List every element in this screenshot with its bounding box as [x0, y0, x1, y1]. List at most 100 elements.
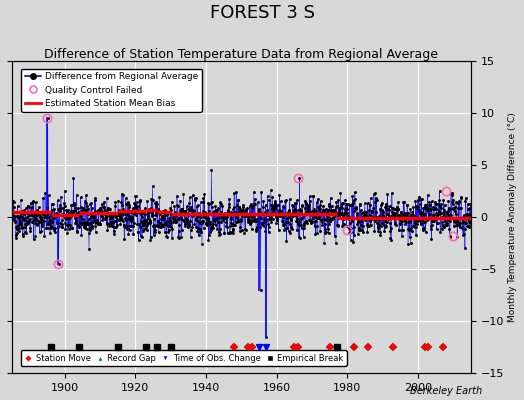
Point	[261, 228, 269, 234]
Point	[247, 226, 256, 232]
Point	[118, 217, 126, 223]
Point	[301, 218, 310, 224]
Point	[253, 224, 261, 230]
Point	[74, 205, 82, 211]
Point	[132, 212, 140, 218]
Point	[352, 209, 361, 216]
Point	[290, 207, 298, 214]
Point	[345, 230, 354, 236]
Point	[159, 208, 168, 214]
Point	[214, 219, 222, 226]
Point	[344, 215, 353, 222]
Point	[370, 215, 378, 221]
Point	[33, 209, 41, 216]
Point	[368, 215, 376, 221]
Point	[220, 211, 228, 218]
Point	[401, 218, 410, 224]
Point	[80, 224, 88, 230]
Point	[439, 197, 447, 203]
Point	[345, 225, 353, 231]
Point	[378, 207, 386, 213]
Point	[40, 232, 48, 239]
Point	[85, 227, 94, 234]
Point	[198, 220, 206, 226]
Point	[394, 206, 402, 212]
Point	[407, 224, 415, 231]
Point	[35, 219, 43, 225]
Point	[184, 221, 193, 228]
Point	[110, 230, 118, 237]
Point	[79, 204, 88, 211]
Point	[59, 212, 68, 218]
Point	[271, 214, 280, 220]
Point	[463, 223, 471, 229]
Point	[461, 220, 470, 227]
Point	[206, 224, 215, 231]
Point	[356, 202, 364, 209]
Point	[258, 221, 267, 227]
Point	[166, 218, 174, 224]
Point	[96, 208, 105, 214]
Point	[355, 200, 364, 207]
Point	[424, 212, 433, 218]
Point	[76, 220, 84, 226]
Point	[323, 209, 331, 216]
Point	[149, 223, 158, 229]
Point	[176, 198, 184, 204]
Point	[282, 214, 291, 221]
Point	[35, 218, 43, 225]
Point	[453, 234, 462, 240]
Point	[70, 205, 79, 212]
Point	[238, 213, 246, 219]
Point	[280, 227, 288, 233]
Point	[111, 202, 119, 209]
Point	[148, 208, 156, 214]
Point	[137, 218, 145, 224]
Point	[18, 208, 26, 214]
Point	[460, 230, 468, 237]
Point	[373, 214, 381, 221]
Point	[242, 227, 250, 233]
Point	[444, 212, 453, 218]
Point	[145, 216, 153, 223]
Point	[28, 219, 36, 226]
Point	[266, 212, 274, 218]
Point	[272, 212, 280, 219]
Point	[371, 198, 379, 205]
Point	[228, 229, 236, 236]
Point	[385, 207, 394, 214]
Point	[9, 216, 17, 222]
Point	[353, 212, 361, 218]
Point	[225, 200, 234, 207]
Point	[320, 240, 329, 247]
Point	[199, 217, 207, 224]
Point	[288, 211, 296, 217]
Point	[307, 219, 315, 226]
Point	[73, 222, 82, 228]
Point	[67, 213, 75, 219]
Point	[113, 212, 122, 218]
Point	[103, 227, 112, 233]
Point	[105, 212, 113, 219]
Point	[348, 200, 357, 206]
Point	[111, 199, 119, 206]
Point	[114, 210, 122, 217]
Point	[437, 200, 445, 207]
Point	[170, 216, 178, 222]
Point	[41, 210, 50, 217]
Point	[225, 229, 234, 236]
Point	[113, 216, 121, 222]
Point	[377, 200, 386, 206]
Point	[384, 216, 392, 223]
Point	[423, 208, 432, 214]
Point	[38, 223, 46, 229]
Legend: Station Move, Record Gap, Time of Obs. Change, Empirical Break: Station Move, Record Gap, Time of Obs. C…	[20, 350, 347, 366]
Point	[349, 238, 357, 245]
Point	[389, 214, 397, 221]
Point	[352, 204, 360, 210]
Point	[225, 204, 233, 210]
Point	[239, 204, 247, 210]
Point	[177, 234, 185, 240]
Point	[252, 218, 260, 225]
Point	[420, 211, 429, 217]
